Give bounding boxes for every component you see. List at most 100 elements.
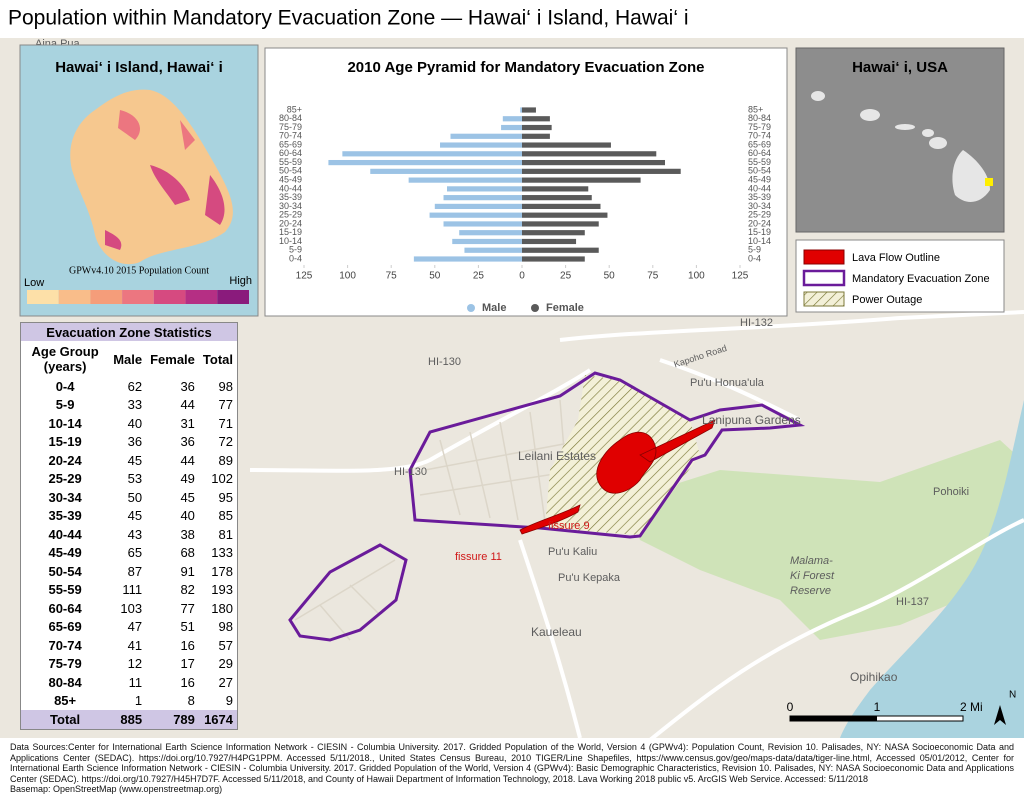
table-cell: 85 [218,508,233,524]
category-label: 20-24 [279,218,302,228]
bar [522,238,577,245]
footer: Data Sources:Center for International Ea… [10,742,1014,795]
table-row: 85+ 1 8 9 [21,692,237,711]
bar [370,168,522,174]
table-cell: 15-19 [48,434,82,450]
table-cell: 45-49 [48,545,82,561]
table-row: 45-49 65 68 133 [21,544,237,563]
category-label: 10-14 [748,236,771,246]
table-cell: 51 [180,619,195,635]
north-arrow [994,705,1006,725]
bar [522,107,536,113]
category-label: 40-44 [748,183,771,193]
total-cell: 1674 [198,710,237,729]
scale-label: 1 [874,700,881,714]
table-cell: 62 [127,378,143,394]
bar [522,159,666,166]
total-cell: Total [21,710,110,729]
page-title: Population within Mandatory Evacuation Z… [8,7,689,30]
map-label: HI-137 [896,596,929,608]
category-label: 60-64 [748,148,771,158]
ramp-swatch [153,290,186,304]
map-label: Pohoiki [933,486,969,498]
bar [429,212,522,218]
evacuation-zone [288,543,408,642]
category-label: 80-84 [748,113,771,123]
extent-marker [985,178,993,186]
bar [522,256,585,262]
table-cell: 45 [127,452,143,468]
category-label: 0-4 [289,253,302,263]
table-cell: 11 [128,674,143,690]
table-cell: 1 [134,693,143,709]
bar [522,212,608,218]
category-label: 50-54 [279,166,302,176]
table-cell: 16 [180,637,195,653]
bar [522,142,611,148]
scale-label: 2 Mi [960,700,983,714]
table-cell: 103 [120,600,143,616]
x-tick-label: 50 [604,271,616,282]
evacuation-zone [408,371,806,539]
table-row: 55-59 111 82 193 [21,581,237,600]
category-label: 65-69 [748,139,771,149]
table-row: 75-79 12 17 29 [21,655,237,674]
total-row: Total 885 789 1674 [21,710,237,729]
table-cell: 36 [180,434,195,450]
table-cell: 91 [180,563,195,579]
table-cell: 40 [127,415,143,431]
bar [440,142,522,148]
bar [522,116,550,122]
bar [328,159,522,166]
table-row: 65-69 47 51 98 [21,618,237,637]
table-cell: 5-9 [55,397,75,413]
category-label: 30-34 [279,201,302,211]
legend-marker [531,304,539,312]
table-cell: 77 [218,397,233,413]
ramp-swatch [27,290,59,304]
x-tick-label: 0 [519,271,525,282]
x-tick-label: 25 [560,271,572,282]
x-tick-label: 25 [473,271,485,282]
total-cell: 789 [146,710,199,729]
table-cell: 16 [180,674,195,690]
table-cell: 68 [180,545,195,561]
stats-table: Evacuation Zone Statistics Age Group (yea… [20,322,238,730]
category-label: 30-34 [748,201,771,211]
table-cell: 65 [127,545,143,561]
map-label: fissure 11 [455,551,502,563]
bar [413,256,522,262]
table-cell: 87 [127,563,143,579]
table-cell: 85+ [54,693,77,709]
bar [434,203,522,210]
header-row: Age Group (years) Male Female Total [21,341,237,377]
table-caption-row: Evacuation Zone Statistics [21,323,237,341]
table-cell: 45 [127,508,143,524]
map-label: fissure 9 [548,520,590,532]
bar [464,247,522,253]
table-row: 25-29 53 49 102 [21,470,237,489]
category-label: 55-59 [748,157,771,167]
bar [459,230,522,236]
scale-bar [789,715,964,722]
x-tick-label: 125 [732,271,749,282]
table-cell: 31 [180,415,195,431]
table-cell: 82 [180,582,195,598]
map-label: Pu'u Honua'ula [690,377,765,389]
x-tick-label: 100 [688,271,705,282]
table-cell: 178 [211,563,233,579]
table-cell: 193 [211,582,233,598]
category-label: 75-79 [748,122,771,132]
table-row: 40-44 43 38 81 [21,525,237,544]
table: Evacuation Zone Statistics Age Group (yea… [21,323,237,729]
table-cell: 75-79 [48,656,82,672]
map-label: HI-130 [428,356,461,368]
map-label: Lanipuna Gardens [702,413,801,427]
bar [501,124,522,131]
category-label: 15-19 [279,227,302,237]
state-islands [811,91,990,202]
table-cell: 29 [218,656,233,672]
bar [443,221,522,227]
category-label: 85+ [287,104,302,114]
table-cell: 180 [211,600,233,616]
